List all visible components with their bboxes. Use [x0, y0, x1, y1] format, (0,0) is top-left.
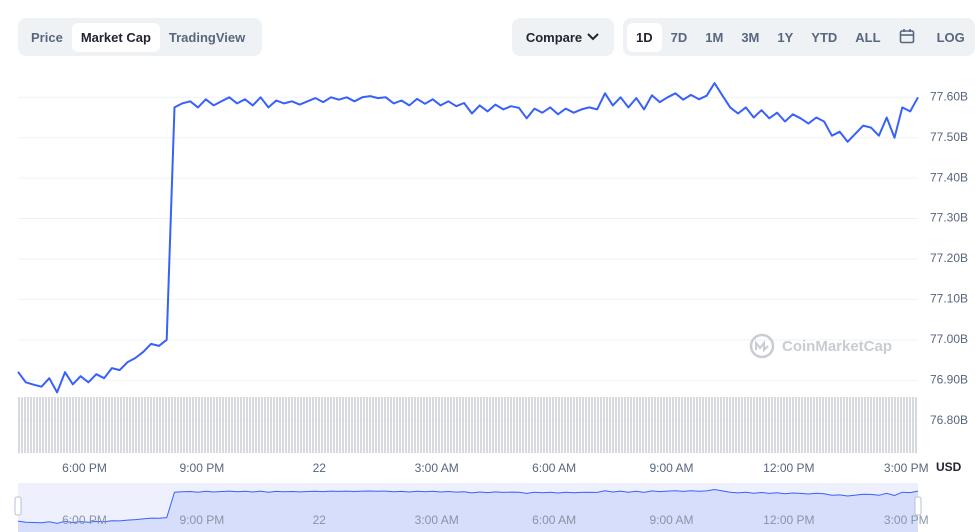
price-line [17, 82, 919, 394]
y-tick-label: 77.10B [930, 292, 968, 306]
navigator-tick-label: 3:00 PM [884, 513, 929, 527]
log-button[interactable]: LOG [936, 29, 965, 45]
volume-bars [18, 397, 918, 453]
y-tick-label: 77.50B [930, 130, 968, 144]
x-tick-label: 3:00 PM [884, 461, 929, 475]
chevron [587, 33, 599, 41]
y-tick-label: 76.80B [930, 413, 968, 427]
y-tick-label: 77.00B [930, 332, 968, 346]
unit-label: USD [936, 460, 962, 474]
navigator [18, 483, 918, 532]
calendar-button[interactable] [890, 21, 924, 54]
y-tick-label: 77.30B [930, 211, 968, 225]
compare-label: Compare [525, 29, 583, 45]
x-tick-label: 9:00 AM [649, 461, 693, 475]
navigator-tick-label: 3:00 AM [415, 513, 459, 527]
x-tick-label: 12:00 PM [763, 461, 814, 475]
navigator-tick-label: 12:00 PM [763, 513, 814, 527]
x-tick-label: 9:00 PM [180, 461, 225, 475]
x-tick-label: 6:00 PM [62, 461, 107, 475]
navigator-tick-label: 9:00 PM [180, 513, 225, 527]
watermark-text: CoinMarketCap [782, 338, 892, 355]
navigator-tick-label: 9:00 AM [649, 513, 693, 527]
tab-group: Price Market Cap TradingView [18, 18, 262, 56]
x-tick-label: 6:00 AM [532, 461, 576, 475]
navigator-tick-label: 22 [313, 513, 327, 527]
navigator-area [18, 489, 918, 532]
x-tick-label: 22 [313, 461, 327, 475]
x-tick-label: 3:00 AM [415, 461, 459, 475]
range-group: 1D 7D 1M 3M 1Y YTD ALL LOG [623, 18, 975, 56]
range-button[interactable]: 1D [627, 22, 662, 52]
range-button[interactable]: ALL [855, 29, 881, 45]
tab[interactable]: Price [31, 29, 63, 45]
navigator-line [17, 488, 919, 524]
navigator-handle [14, 496, 22, 516]
range-button[interactable]: 7D [670, 29, 688, 45]
navigator-tick-label: 6:00 PM [62, 513, 107, 527]
tab[interactable]: TradingView [168, 29, 246, 45]
y-tick-label: 77.60B [930, 89, 968, 103]
range-button[interactable]: 1M [705, 29, 724, 45]
y-tick-label: 76.90B [930, 372, 968, 386]
range-button[interactable]: 1Y [777, 29, 794, 45]
y-tick-label: 77.40B [930, 170, 968, 184]
grid [18, 96, 918, 422]
navigator-handle [914, 496, 922, 516]
navigator-tick-label: 6:00 AM [532, 513, 576, 527]
range-button[interactable]: 3M [741, 29, 760, 45]
tab[interactable]: Market Cap [71, 22, 160, 52]
y-tick-label: 77.20B [930, 251, 968, 265]
range-button[interactable]: YTD [811, 29, 838, 45]
calendar-icon [899, 28, 914, 43]
watermark: CoinMarketCap [749, 333, 892, 359]
compare-button[interactable]: Compare [512, 18, 614, 56]
